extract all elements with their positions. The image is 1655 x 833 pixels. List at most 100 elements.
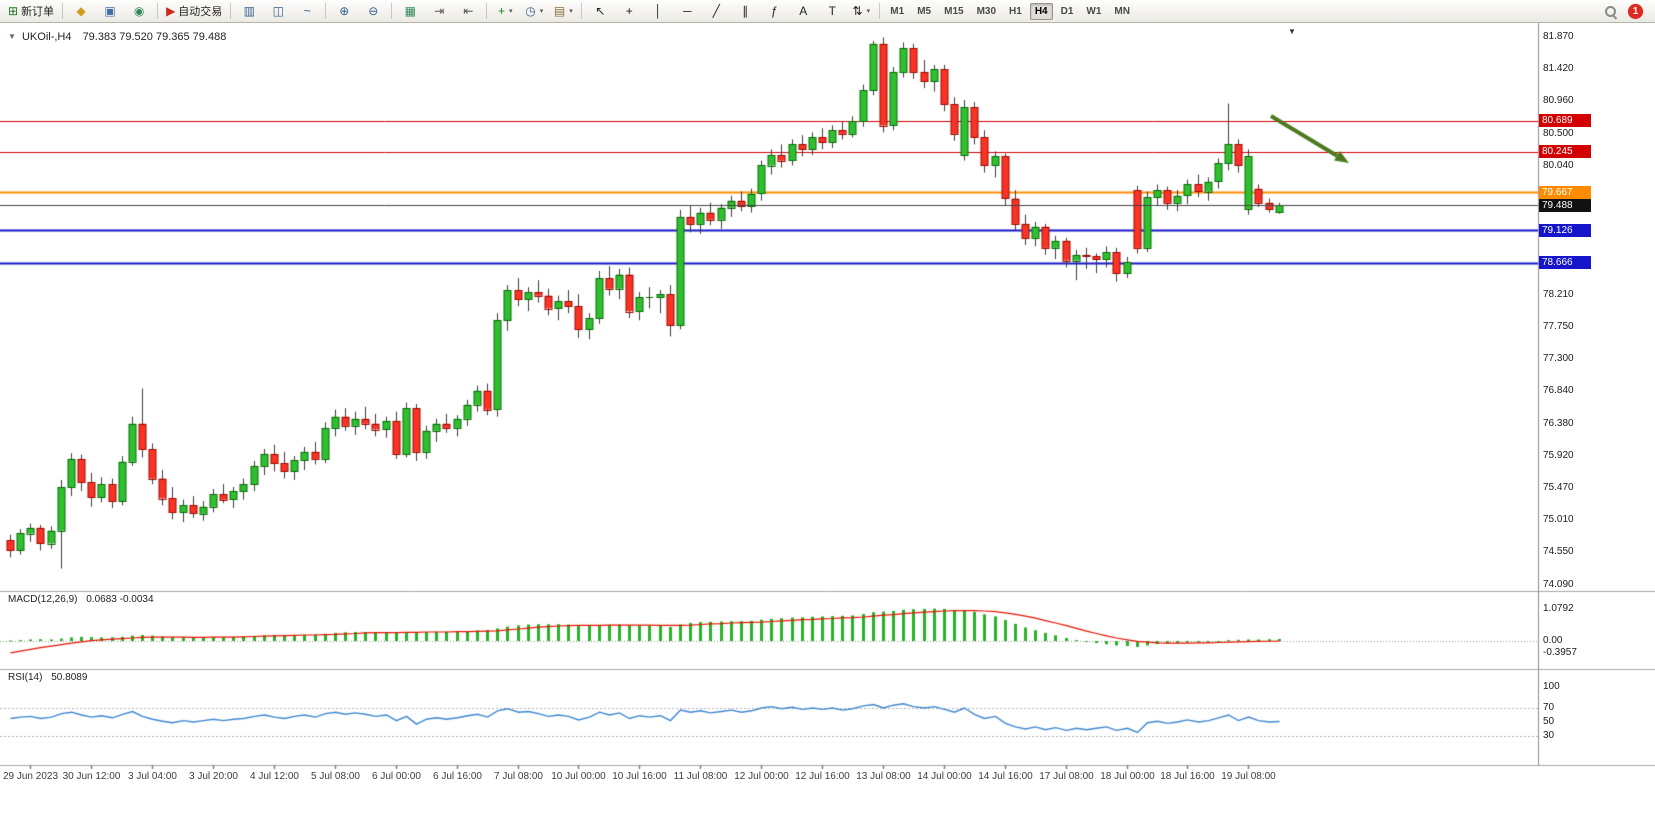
rsi-axis-label: 30 bbox=[1543, 730, 1555, 741]
timeframe-m30-button[interactable]: M30 bbox=[976, 5, 997, 17]
rsi-indicator-label: RSI(14) 50.8089 bbox=[8, 672, 87, 683]
new-order-button[interactable]: ⊞ 新订单 bbox=[4, 1, 58, 21]
timeframe-h4-button[interactable]: H4 bbox=[1029, 2, 1053, 20]
templates-button[interactable]: ▤ ▾ bbox=[549, 1, 577, 21]
rsi-axis-label: 70 bbox=[1543, 702, 1555, 713]
toolbar-group: ↖ + │ ─ ╱ ∥ ƒ A T ⇅ ▾ bbox=[586, 1, 875, 21]
price-axis-label: 81.870 bbox=[1543, 31, 1574, 43]
time-axis-label: 29 Jun 2023 bbox=[2, 771, 59, 782]
toolbar-group: ▦ ⇥ ⇤ bbox=[396, 1, 482, 21]
chart-title: ▼ UKOil-,H4 79.383 79.520 79.365 79.488 bbox=[8, 31, 226, 43]
tile-windows-icon: ▦ bbox=[404, 4, 416, 18]
arrows-button[interactable]: ⇅ ▾ bbox=[847, 1, 875, 21]
time-axis-label: 6 Jul 16:00 bbox=[433, 771, 482, 782]
time-axis-label: 13 Jul 08:00 bbox=[856, 771, 911, 782]
timeframe-h1-button[interactable]: H1 bbox=[1009, 5, 1022, 17]
new-order-icon: ⊞ bbox=[8, 4, 19, 18]
rsi-axis-label: 50 bbox=[1543, 716, 1555, 727]
macd-title: MACD(12,26,9) bbox=[8, 594, 78, 605]
time-axis-label: 10 Jul 00:00 bbox=[551, 771, 606, 782]
price-axis-label: 77.300 bbox=[1543, 352, 1574, 364]
indicators-button[interactable]: + ▾ bbox=[491, 1, 519, 21]
price-line-badge[interactable]: 79.667 bbox=[1539, 185, 1591, 199]
price-axis-label: 80.500 bbox=[1543, 127, 1574, 139]
one-click-expand-icon[interactable]: ▼ bbox=[8, 32, 16, 41]
time-axis-label: 18 Jul 00:00 bbox=[1100, 771, 1155, 782]
auto-scroll-button[interactable]: ⇤ bbox=[454, 1, 482, 21]
market-watch-button[interactable]: ▣ bbox=[96, 1, 124, 21]
chart-canvas[interactable] bbox=[0, 23, 1655, 833]
symbol-period-label: UKOil-,H4 bbox=[21, 31, 72, 43]
equidistant-channel-button[interactable]: ∥ bbox=[731, 1, 759, 21]
price-axis-label: 75.920 bbox=[1543, 450, 1574, 462]
price-axis-label: 75.010 bbox=[1543, 514, 1574, 526]
vertical-line-button[interactable]: │ bbox=[644, 1, 672, 21]
indicators-dropdown-icon: ▾ bbox=[509, 8, 513, 15]
price-line-badge[interactable]: 80.689 bbox=[1539, 114, 1591, 128]
price-axis-label: 76.380 bbox=[1543, 417, 1574, 429]
price-line-badge[interactable]: 79.488 bbox=[1539, 198, 1591, 212]
price-line-badge[interactable]: 79.126 bbox=[1539, 223, 1591, 237]
price-line-badge[interactable]: 78.666 bbox=[1539, 256, 1591, 270]
trendline-button[interactable]: ╱ bbox=[702, 1, 730, 21]
chart-shift-button[interactable]: ⇥ bbox=[425, 1, 453, 21]
price-axis-label: 78.210 bbox=[1543, 288, 1574, 300]
horizontal-line-button[interactable]: ─ bbox=[673, 1, 701, 21]
timeframe-d1-button[interactable]: D1 bbox=[1060, 5, 1074, 17]
autotrading-button[interactable]: ▶ 自动交易 bbox=[162, 1, 226, 21]
bar-chart-button[interactable]: ▥ bbox=[235, 1, 263, 21]
line-chart-button[interactable]: ~ bbox=[293, 1, 321, 21]
price-line-badge[interactable]: 80.245 bbox=[1539, 145, 1591, 159]
text-button[interactable]: A bbox=[789, 1, 817, 21]
bar-chart-icon: ▥ bbox=[243, 4, 255, 18]
line-chart-icon: ~ bbox=[303, 4, 311, 18]
timeframe-m1-button[interactable]: M1 bbox=[890, 5, 905, 17]
macd-axis-label: 1.0792 bbox=[1543, 602, 1574, 614]
toolbar-separator bbox=[879, 3, 881, 19]
toolbar-group: ◆ ▣ ◉ bbox=[67, 1, 153, 21]
macd-axis-label: 0.00 bbox=[1543, 635, 1563, 646]
navigator-button[interactable]: ◉ bbox=[125, 1, 153, 21]
toolbar-separator bbox=[391, 3, 393, 19]
time-axis-label: 11 Jul 08:00 bbox=[673, 771, 728, 782]
timeframe-w1-button[interactable]: W1 bbox=[1086, 5, 1102, 17]
timeframe-m5-button[interactable]: M5 bbox=[917, 5, 932, 17]
auto-scroll-icon: ⇤ bbox=[463, 4, 474, 18]
periods-dropdown-icon: ▾ bbox=[539, 8, 544, 15]
equidistant-channel-icon: ∥ bbox=[742, 4, 749, 18]
timeframe-group: M1 M5 M15 M30 H1 H4 D1 W1 MN bbox=[884, 2, 1136, 20]
zoom-out-icon: ⊖ bbox=[368, 4, 379, 18]
templates-icon: ▤ bbox=[553, 4, 566, 18]
main-toolbar: 1 ⊞ 新订单 ◆ ▣ ◉ ▶ 自动交易 ▥ ◫ ~ ⊕ ⊖ ▦ ⇥ ⇤ + ▾ ◷ ▾ ▤ ▾ ↖ + │ ─ ╱ ∥ ƒ A T ⇅ ▾ M… bbox=[0, 0, 1655, 23]
time-axis-label: 10 Jul 16:00 bbox=[612, 771, 667, 782]
arrows-icon: ⇅ bbox=[852, 4, 863, 18]
arrows-dropdown-icon: ▾ bbox=[866, 8, 871, 15]
periods-button[interactable]: ◷ ▾ bbox=[520, 1, 548, 21]
tile-windows-button[interactable]: ▦ bbox=[396, 1, 424, 21]
new-order-label: 新订单 bbox=[21, 6, 55, 18]
text-label-button[interactable]: T bbox=[818, 1, 846, 21]
zoom-out-button[interactable]: ⊖ bbox=[359, 1, 387, 21]
timeframe-m15-button[interactable]: M15 bbox=[944, 5, 964, 17]
crosshair-button[interactable]: + bbox=[615, 1, 643, 21]
price-axis-label: 80.960 bbox=[1543, 95, 1574, 107]
zoom-in-button[interactable]: ⊕ bbox=[330, 1, 358, 21]
autotrading-label: 自动交易 bbox=[178, 6, 223, 18]
autoscroll-marker-icon[interactable]: ▼ bbox=[1288, 27, 1296, 36]
macd-indicator-label: MACD(12,26,9) 0.0683 -0.0034 bbox=[8, 594, 154, 605]
candlestick-chart-button[interactable]: ◫ bbox=[264, 1, 292, 21]
cursor-button[interactable]: ↖ bbox=[586, 1, 614, 21]
notification-badge[interactable]: 1 bbox=[1628, 3, 1643, 19]
profiles-button[interactable]: ◆ bbox=[67, 1, 95, 21]
vertical-line-icon: │ bbox=[654, 4, 663, 18]
timeframe-mn-button[interactable]: MN bbox=[1114, 5, 1130, 17]
price-axis-label: 74.550 bbox=[1543, 546, 1574, 558]
toolbar-group: + ▾ ◷ ▾ ▤ ▾ bbox=[491, 1, 577, 21]
search-icon[interactable] bbox=[1603, 4, 1618, 20]
fibonacci-button[interactable]: ƒ bbox=[760, 1, 788, 21]
toolbar-group: ⊕ ⊖ bbox=[330, 1, 387, 21]
toolbar-separator bbox=[157, 3, 159, 19]
time-axis-label: 12 Jul 00:00 bbox=[734, 771, 789, 782]
macd-values: 0.0683 -0.0034 bbox=[86, 594, 154, 605]
toolbar-separator bbox=[581, 3, 583, 19]
